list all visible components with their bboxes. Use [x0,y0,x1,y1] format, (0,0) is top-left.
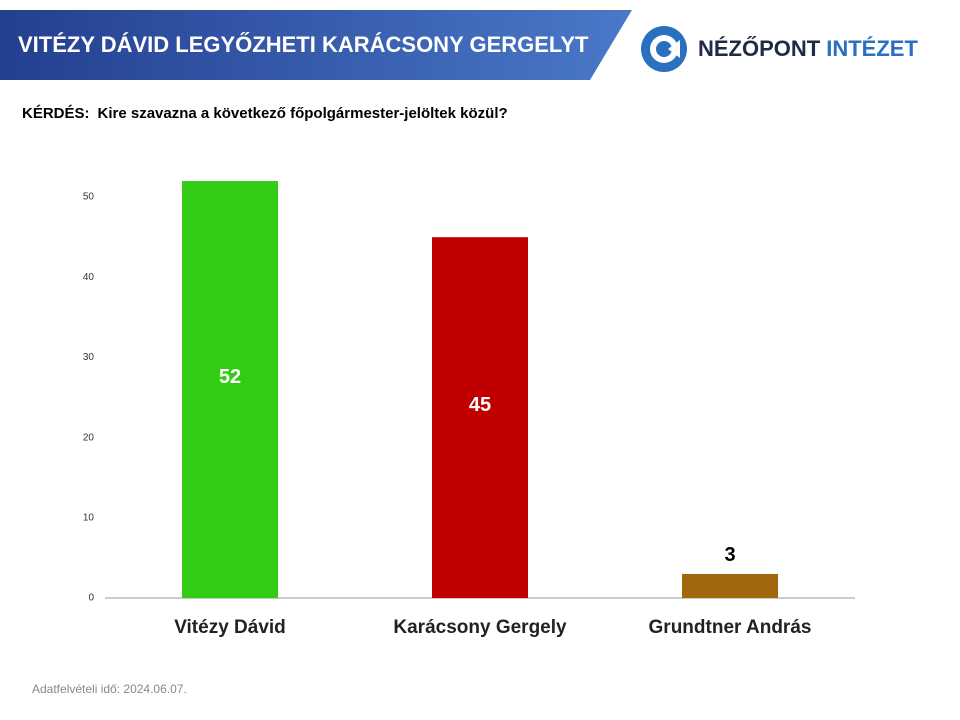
bar [682,573,778,598]
data-label: 45 [469,394,491,416]
logo-name: NÉZŐPONT [698,36,821,61]
question-label: KÉRDÉS: [22,105,90,122]
header-banner [0,10,632,80]
question: KÉRDÉS: Kire szavazna a következő főpolgá… [22,105,508,122]
x-tick-label: Grundtner András [649,617,812,638]
y-tick-label: 20 [83,432,95,443]
header-title: VITÉZY DÁVID LEGYŐZHETI KARÁCSONY GERGEL… [18,32,589,57]
bar [182,181,278,598]
y-tick-label: 0 [88,593,94,604]
y-tick-label: 40 [83,272,95,283]
y-tick-label: 30 [83,352,95,363]
footnote: Adatfelvételi idő: 2024.06.07. [32,682,187,696]
y-tick-label: 10 [83,512,95,523]
data-label: 3 [724,544,735,566]
question-text: Kire szavazna a következő főpolgármester… [98,105,508,122]
logo-icon [641,26,687,72]
x-tick-label: Karácsony Gergely [393,617,567,638]
bar [432,237,528,598]
data-label: 52 [219,366,241,388]
y-tick-label: 50 [83,192,95,203]
logo-text: NÉZŐPONT INTÉZET [698,36,918,61]
logo-name: INTÉZET [826,36,918,61]
x-tick-label: Vitézy Dávid [174,617,286,638]
